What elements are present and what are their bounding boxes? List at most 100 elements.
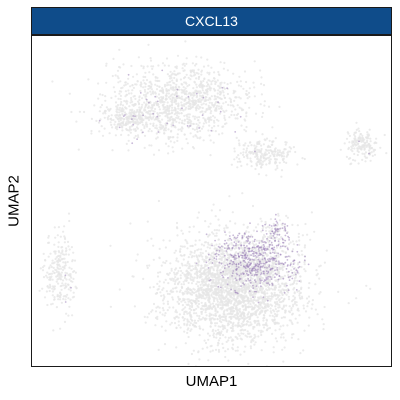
cell-point — [155, 137, 158, 140]
expressing-cell-point — [263, 257, 266, 260]
cell-point — [62, 297, 65, 301]
cell-point — [225, 282, 228, 285]
cell-point — [58, 251, 61, 254]
cell-point — [58, 276, 61, 279]
cell-point — [127, 89, 130, 92]
expressing-cells — [64, 69, 370, 304]
cell-point — [194, 102, 198, 105]
cell-point — [204, 259, 207, 262]
cell-point — [199, 80, 202, 83]
cell-point — [162, 261, 165, 264]
cell-point — [228, 255, 231, 258]
cell-point — [191, 96, 194, 100]
cell-point — [130, 128, 133, 131]
cell-point — [238, 157, 241, 160]
cell-point — [261, 291, 264, 294]
cell-point — [348, 134, 351, 137]
cell-point — [363, 141, 366, 144]
cell-point — [124, 81, 127, 84]
cell-point — [170, 103, 174, 106]
cell-point — [161, 87, 164, 90]
cell-point — [158, 79, 161, 83]
cell-point — [149, 116, 152, 119]
cell-point — [289, 283, 292, 286]
cell-point — [123, 111, 127, 114]
cell-point — [63, 320, 67, 323]
cell-point — [201, 347, 204, 350]
cell-point — [353, 147, 356, 150]
expressing-cell-point — [211, 262, 214, 264]
cell-point — [253, 333, 256, 336]
cell-point — [311, 299, 314, 302]
cell-point — [204, 341, 208, 345]
cell-point — [347, 157, 351, 160]
cell-point — [208, 299, 211, 302]
cell-point — [105, 62, 108, 65]
cell-point — [237, 283, 240, 286]
cell-point — [190, 100, 193, 103]
expressing-cell-point — [255, 271, 257, 273]
cell-point — [179, 277, 182, 280]
cell-point — [121, 112, 124, 116]
cell-point — [246, 157, 249, 160]
cell-point — [265, 365, 268, 366]
cell-point — [291, 265, 294, 268]
cell-point — [274, 337, 277, 340]
cell-point — [78, 110, 81, 113]
cell-point — [223, 260, 226, 263]
cell-point — [296, 321, 299, 324]
cell-point — [260, 301, 263, 304]
cell-point — [163, 83, 167, 86]
cell-point — [211, 272, 214, 275]
expressing-cell-point — [231, 272, 234, 275]
cell-point — [184, 306, 187, 309]
expressing-cell-point — [253, 246, 256, 249]
cell-point — [134, 97, 137, 100]
cell-point — [158, 105, 161, 108]
expressing-cell-point — [251, 274, 254, 277]
cell-point — [167, 135, 170, 139]
cell-point — [218, 269, 221, 272]
cell-point — [101, 93, 104, 97]
cell-point — [187, 113, 190, 116]
cell-point — [256, 296, 260, 299]
cell-point — [369, 140, 372, 143]
cell-point — [107, 115, 110, 118]
cell-point — [257, 320, 260, 323]
cell-point — [210, 307, 213, 310]
cell-point — [213, 296, 216, 299]
cell-point — [259, 311, 262, 314]
cell-point — [266, 225, 269, 228]
cell-point — [64, 298, 67, 301]
cell-point — [195, 83, 198, 86]
cell-point — [211, 276, 214, 279]
cell-point — [59, 291, 62, 294]
cell-point — [142, 277, 145, 280]
expressing-cell-point — [296, 250, 299, 253]
cell-point — [284, 251, 287, 254]
cell-point — [287, 295, 290, 298]
expressing-cell-point — [224, 264, 227, 267]
cell-point — [274, 308, 277, 311]
cell-point — [298, 314, 301, 317]
cell-point — [252, 243, 255, 246]
cell-point — [186, 262, 189, 265]
expressing-cell-point — [248, 290, 251, 293]
cell-point — [257, 141, 260, 144]
cell-point — [260, 147, 263, 151]
cell-point — [212, 77, 216, 80]
cell-point — [197, 77, 200, 80]
cell-point — [114, 114, 117, 117]
cell-point — [347, 302, 350, 305]
cell-point — [160, 294, 163, 297]
cell-point — [211, 279, 214, 282]
cell-point — [194, 268, 197, 271]
cell-point — [245, 125, 248, 129]
expressing-cell-point — [145, 98, 148, 101]
cell-point — [179, 78, 182, 81]
cell-point — [152, 302, 156, 306]
cell-point — [296, 279, 299, 282]
cell-point — [200, 312, 203, 315]
cell-point — [194, 89, 197, 92]
cell-point — [51, 80, 54, 83]
